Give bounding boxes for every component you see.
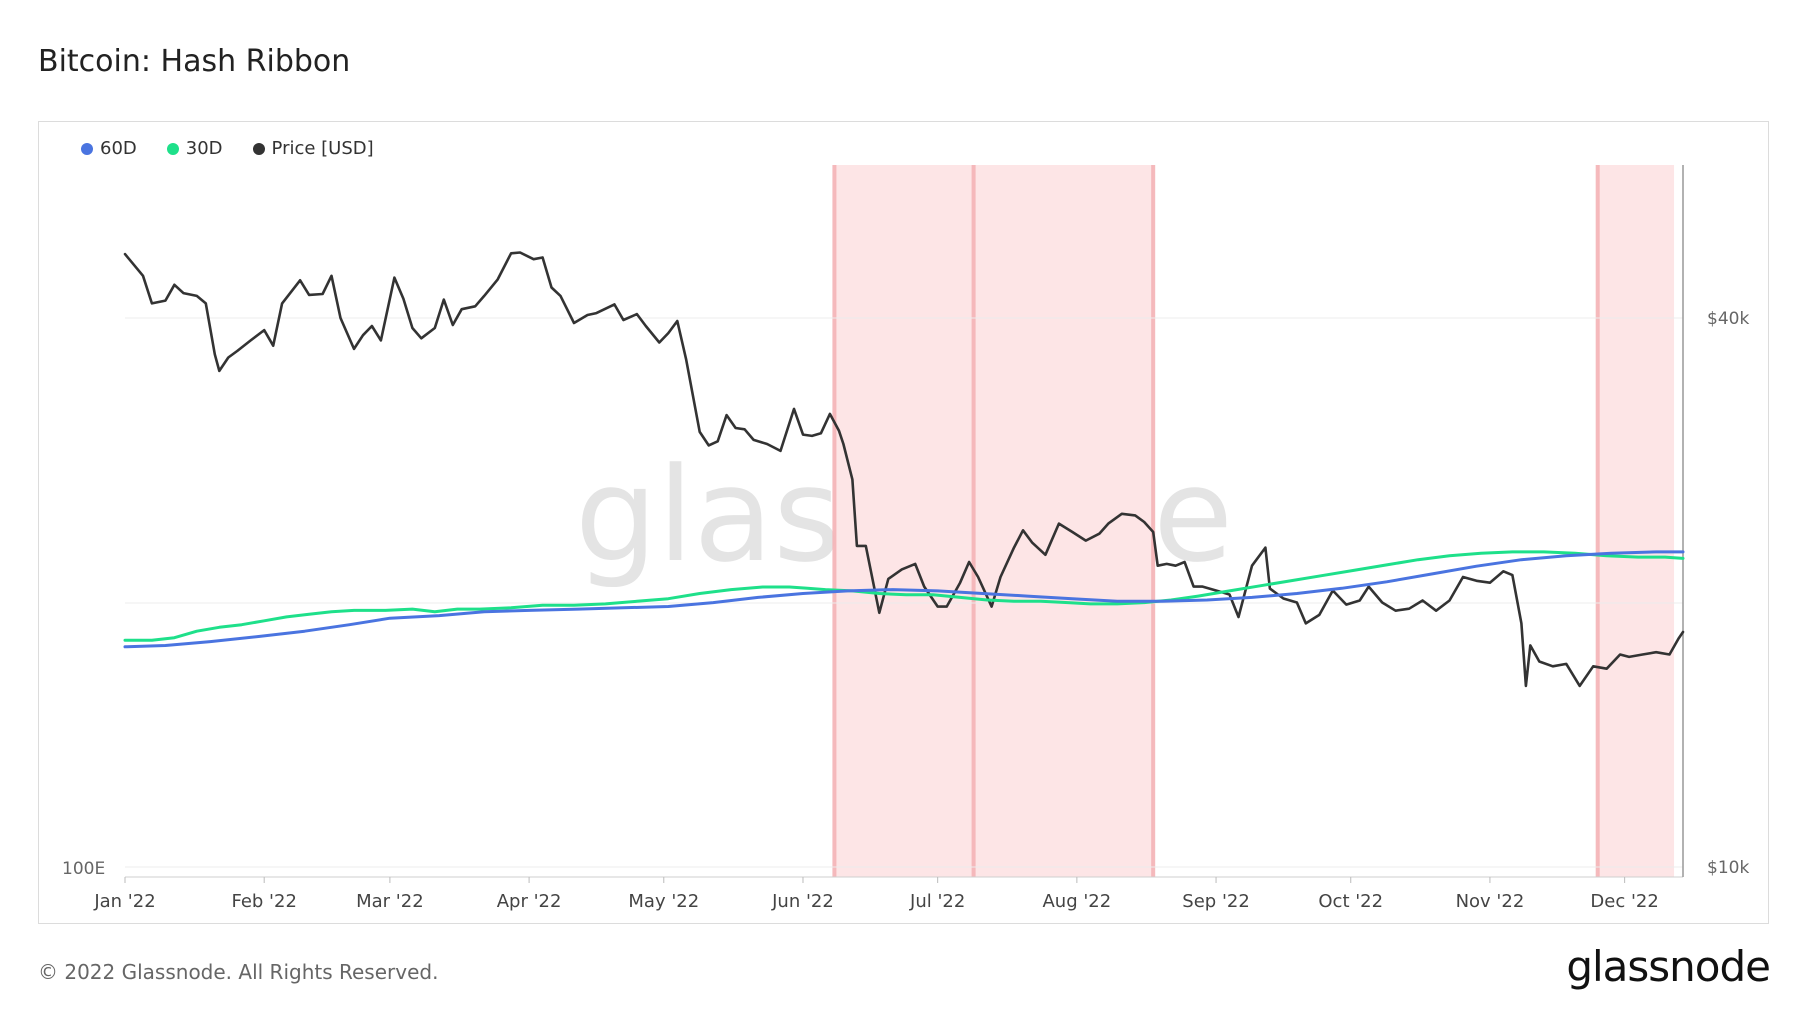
series-line-30d xyxy=(123,550,1685,642)
x-tick-label-1: Jan '22 xyxy=(93,891,155,912)
chart-title: Bitcoin: Hash Ribbon xyxy=(38,44,351,79)
x-tick-label-7: Jul '22 xyxy=(909,891,965,912)
legend-label-60d: 60D xyxy=(100,138,137,159)
right-axis-tick-label-1: $40k xyxy=(1707,309,1749,329)
x-tick-label-12: Dec '22 xyxy=(1590,891,1658,912)
x-tick-label-3: Mar '22 xyxy=(356,891,424,912)
x-tick-label-9: Sep '22 xyxy=(1182,891,1250,912)
legend-item-price[interactable]: Price [USD] xyxy=(252,138,374,159)
legend-item-30d[interactable]: 30D xyxy=(166,138,223,159)
glassnode-logo[interactable]: glassnode xyxy=(1566,942,1771,991)
legend-label-price: Price [USD] xyxy=(271,138,374,159)
x-tick-label-5: May '22 xyxy=(628,891,699,912)
x-tick-label-4: Apr '22 xyxy=(497,891,562,912)
capitulation-edge-1 xyxy=(832,165,837,877)
x-tick-label-11: Nov '22 xyxy=(1456,891,1525,912)
legend-label-30d: 30D xyxy=(185,138,223,159)
legend-item-60d[interactable]: 60D xyxy=(81,138,137,159)
left-axis-tick-label-1: 100E xyxy=(62,859,105,879)
legend-dot-30d xyxy=(166,142,179,155)
capitulation-edge-4 xyxy=(1595,165,1600,877)
right-axis-tick-label-2: $10k xyxy=(1707,858,1749,878)
series-line-price-usd xyxy=(123,251,1685,688)
capitulation-band-1 xyxy=(834,165,1154,877)
legend-dot-price xyxy=(252,142,265,155)
capitulation-band-2 xyxy=(1597,165,1675,877)
legend: 60D 30D Price [USD] xyxy=(81,138,374,159)
x-tick-label-6: Jun '22 xyxy=(771,891,834,912)
series-line-60d xyxy=(123,550,1685,649)
x-tick-label-10: Oct '22 xyxy=(1318,891,1383,912)
x-tick-label-8: Aug '22 xyxy=(1042,891,1111,912)
capitulation-edge-3 xyxy=(1151,165,1156,877)
legend-dot-60d xyxy=(81,142,93,155)
x-tick-label-2: Feb '22 xyxy=(231,891,296,912)
copyright-footer: © 2022 Glassnode. All Rights Reserved. xyxy=(38,960,439,984)
capitulation-edge-2 xyxy=(971,165,976,877)
